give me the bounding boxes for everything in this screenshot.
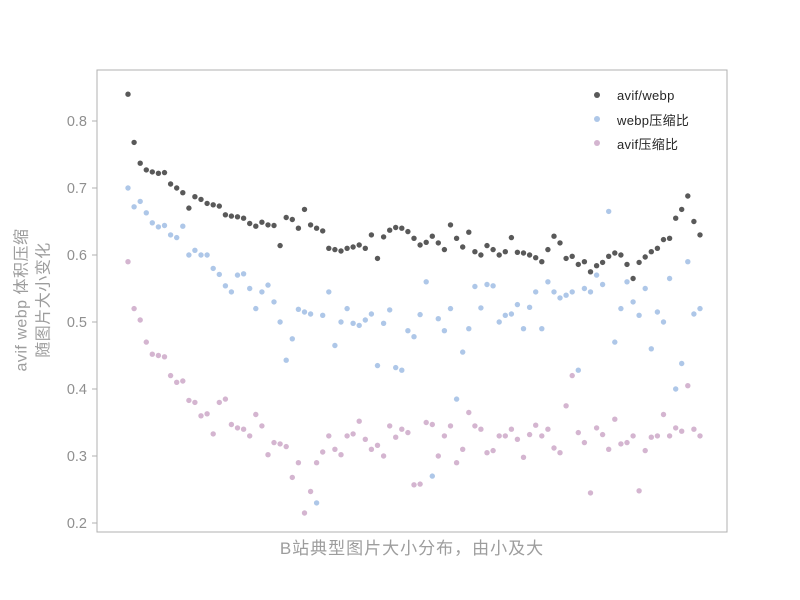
legend-item-avif-webp: avif/webp <box>594 83 689 107</box>
svg-text:0.3: 0.3 <box>67 449 87 465</box>
legend-item-avif-ratio: avif压缩比 <box>594 131 689 155</box>
y-axis-title-line1: avif webp 体积压缩 <box>13 228 31 372</box>
svg-text:0.5: 0.5 <box>67 315 87 331</box>
svg-text:0.7: 0.7 <box>67 181 87 197</box>
y-axis-title-line2: 随图片大小变化 <box>35 242 52 358</box>
legend-marker-avif-ratio-icon <box>594 140 600 146</box>
svg-text:0.8: 0.8 <box>67 114 87 130</box>
x-axis-title: B站典型图片大小分布，由小及大 <box>279 539 545 558</box>
legend-marker-avif-webp-icon <box>594 92 600 98</box>
legend-label-webp-ratio: webp压缩比 <box>617 112 690 128</box>
svg-text:0.6: 0.6 <box>67 248 87 264</box>
svg-text:0.4: 0.4 <box>67 382 87 398</box>
y-axis-title: avif webp 体积压缩 随图片大小变化 <box>11 228 54 371</box>
svg-text:0.2: 0.2 <box>67 516 87 532</box>
legend-item-webp-ratio: webp压缩比 <box>594 107 689 131</box>
legend-label-avif-ratio: avif压缩比 <box>617 136 679 152</box>
legend-marker-webp-ratio-icon <box>594 116 600 122</box>
legend: avif/webp webp压缩比 avif压缩比 <box>594 83 689 155</box>
legend-label-avif-webp: avif/webp <box>617 87 675 103</box>
